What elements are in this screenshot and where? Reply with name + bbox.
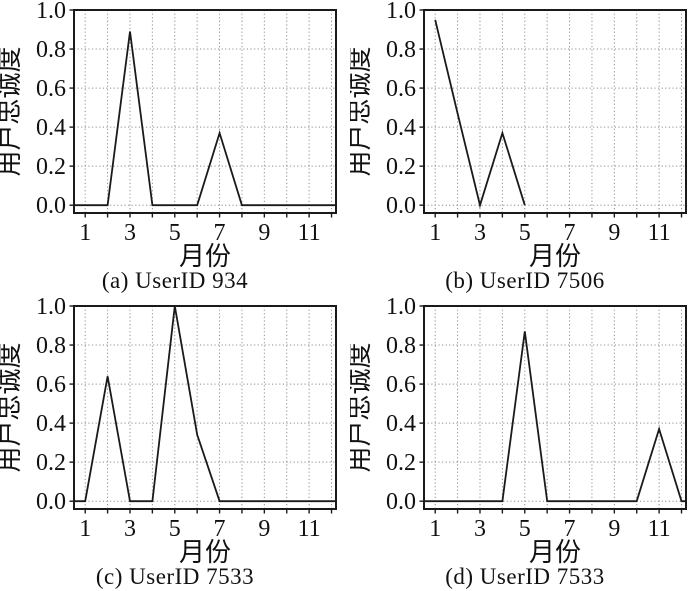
x-tick-label: 5 [519, 220, 531, 246]
chart-a-caption: (a) UserID 934 [101, 268, 249, 293]
y-tick-label: 1.0 [36, 0, 66, 24]
y-axis-label: 用户忠诚度 [350, 342, 374, 472]
chart-c-caption: (c) UserID 7533 [95, 564, 255, 589]
loyalty-series-line [434, 19, 526, 209]
x-tick-label: 1 [429, 220, 441, 246]
chart-c-plot: 1 3 5 7 9 11 0.0 0.2 0.4 0.6 0.8 1.0 月份 用户忠诚度 [0, 296, 337, 564]
y-axis-label: 用户忠诚度 [0, 342, 24, 472]
y-tick-label: 0.2 [386, 154, 416, 180]
chart-d-cell: 1 3 5 7 9 11 0.0 0.2 0.4 0.6 0.8 1.0 月份 用户忠诚度 (d) Use… [350, 296, 700, 591]
chart-d-caption: (d) UserID 7533 [445, 564, 605, 589]
y-tick-label: 0.0 [386, 489, 416, 515]
loyalty-series-line [424, 331, 686, 503]
x-tick-label: 9 [258, 516, 270, 542]
x-tick-label: 7 [214, 220, 226, 246]
x-tick-label: 5 [169, 516, 181, 542]
x-axis-label: 月份 [529, 242, 581, 268]
y-tick-label: 1.0 [386, 296, 416, 320]
x-tick-label: 5 [519, 516, 531, 542]
y-tick-label: 0.2 [386, 450, 416, 476]
chart-b-cell: 1 3 5 7 9 11 0.0 0.2 0.4 0.6 0.8 1.0 月份 用户忠诚度 (b) Use… [350, 0, 700, 296]
y-tick-label: 0.4 [36, 115, 66, 141]
y-tick-label: 0.4 [36, 411, 66, 437]
y-tick-label: 0.0 [36, 193, 66, 219]
y-axis-label: 用户忠诚度 [350, 46, 374, 176]
plot-frame [73, 9, 337, 214]
loyalty-series-line [74, 305, 336, 503]
x-tick-label: 5 [169, 220, 181, 246]
y-tick-label: 0.6 [36, 76, 66, 102]
y-tick-label: 0.8 [36, 333, 66, 359]
chart-c-cell: 1 3 5 7 9 11 0.0 0.2 0.4 0.6 0.8 1.0 月份 用户忠诚度 (c) Use… [0, 296, 350, 591]
x-tick-label: 1 [79, 516, 91, 542]
y-tick-label: 0.0 [36, 489, 66, 515]
x-tick-label: 11 [648, 220, 671, 246]
x-axis-label: 月份 [179, 242, 231, 268]
y-tick-label: 0.2 [36, 154, 66, 180]
chart-d-plot: 1 3 5 7 9 11 0.0 0.2 0.4 0.6 0.8 1.0 月份 用户忠诚度 [350, 296, 687, 564]
y-tick-label: 0.8 [36, 37, 66, 63]
x-axis-label: 月份 [529, 538, 581, 564]
y-tick-label: 0.6 [386, 76, 416, 102]
x-tick-label: 3 [124, 220, 136, 246]
y-axis-label: 用户忠诚度 [0, 46, 24, 176]
y-tick-label: 0.6 [386, 372, 416, 398]
plot-frame [423, 305, 687, 510]
plot-frame [73, 305, 337, 510]
x-tick-label: 11 [648, 516, 671, 542]
x-tick-label: 9 [608, 516, 620, 542]
x-tick-label: 1 [79, 220, 91, 246]
chart-a-plot: 1 3 5 7 9 11 0.0 0.2 0.4 0.6 0.8 1.0 月份 用户忠诚度 [0, 0, 337, 268]
x-tick-label: 1 [429, 516, 441, 542]
x-tick-label: 7 [564, 220, 576, 246]
x-tick-label: 3 [474, 220, 486, 246]
x-tick-label: 11 [298, 220, 321, 246]
x-tick-label: 3 [124, 516, 136, 542]
y-tick-label: 0.4 [386, 115, 416, 141]
x-tick-label: 7 [564, 516, 576, 542]
y-tick-label: 1.0 [386, 0, 416, 24]
y-tick-label: 0.8 [386, 333, 416, 359]
x-tick-label: 7 [214, 516, 226, 542]
y-tick-label: 1.0 [36, 296, 66, 320]
x-tick-label: 9 [258, 220, 270, 246]
y-tick-label: 0.0 [386, 193, 416, 219]
chart-a-cell: 1 3 5 7 9 11 0.0 0.2 0.4 0.6 0.8 1.0 月份 用户忠诚度 (a) Use… [0, 0, 350, 296]
x-tick-label: 11 [298, 516, 321, 542]
y-tick-label: 0.6 [36, 372, 66, 398]
loyalty-series-line [74, 31, 336, 207]
y-tick-label: 0.4 [386, 411, 416, 437]
chart-b-caption: (b) UserID 7506 [445, 268, 605, 293]
plot-frame [423, 9, 687, 214]
y-tick-label: 0.2 [36, 450, 66, 476]
x-tick-label: 9 [608, 220, 620, 246]
y-tick-label: 0.8 [386, 37, 416, 63]
x-axis-label: 月份 [179, 538, 231, 564]
chart-b-plot: 1 3 5 7 9 11 0.0 0.2 0.4 0.6 0.8 1.0 月份 用户忠诚度 [350, 0, 687, 268]
x-tick-label: 3 [474, 516, 486, 542]
